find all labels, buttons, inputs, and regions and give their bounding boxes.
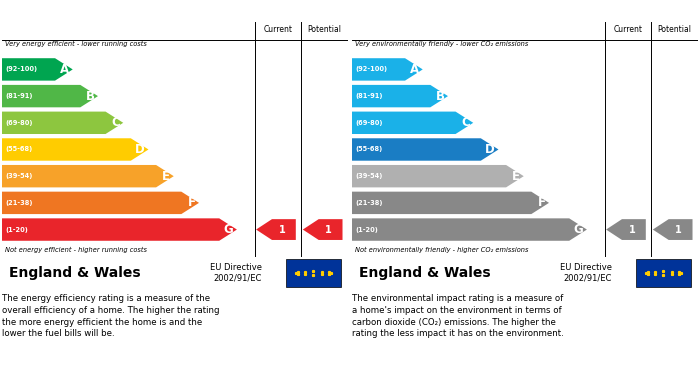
Text: EU Directive
2002/91/EC: EU Directive 2002/91/EC [559,263,612,283]
Text: England & Wales: England & Wales [359,266,491,280]
Polygon shape [256,219,296,240]
Polygon shape [2,138,148,161]
Text: (55-68): (55-68) [6,147,33,152]
Text: Energy Efficiency Rating: Energy Efficiency Rating [7,5,169,18]
Polygon shape [352,138,498,161]
Text: B: B [435,90,444,102]
Text: A: A [410,63,419,76]
Polygon shape [352,165,524,187]
Polygon shape [2,192,199,214]
Text: (21-38): (21-38) [356,200,383,206]
Text: Very environmentally friendly - lower CO₂ emissions: Very environmentally friendly - lower CO… [356,41,528,47]
Polygon shape [2,58,73,81]
Text: (55-68): (55-68) [356,147,383,152]
Bar [286,259,341,287]
Text: Not environmentally friendly - higher CO₂ emissions: Not environmentally friendly - higher CO… [356,248,529,253]
Text: Environmental Impact (CO₂) Rating: Environmental Impact (CO₂) Rating [357,5,589,18]
Text: England & Wales: England & Wales [9,266,141,280]
Text: (92-100): (92-100) [356,66,388,72]
Text: 1: 1 [279,224,286,235]
Polygon shape [352,58,423,81]
Polygon shape [2,165,174,187]
Text: E: E [512,170,520,183]
Text: F: F [188,196,195,209]
Text: Not energy efficient - higher running costs: Not energy efficient - higher running co… [6,248,148,253]
Polygon shape [303,219,342,240]
Text: (39-54): (39-54) [6,173,33,179]
Text: (81-91): (81-91) [6,93,33,99]
Text: G: G [224,223,233,236]
Text: Potential: Potential [657,25,692,34]
Polygon shape [352,218,587,241]
Polygon shape [606,219,646,240]
Text: E: E [162,170,170,183]
Text: A: A [60,63,69,76]
Polygon shape [352,111,473,134]
Polygon shape [2,111,123,134]
Polygon shape [352,85,448,107]
Text: The energy efficiency rating is a measure of the
overall efficiency of a home. T: The energy efficiency rating is a measur… [2,294,220,338]
Text: The environmental impact rating is a measure of
a home's impact on the environme: The environmental impact rating is a mea… [352,294,564,338]
Text: D: D [485,143,495,156]
Text: B: B [85,90,94,102]
Text: 1: 1 [629,224,636,235]
Text: (39-54): (39-54) [356,173,383,179]
Polygon shape [2,85,98,107]
Text: (92-100): (92-100) [6,66,38,72]
Text: G: G [574,223,583,236]
Text: (69-80): (69-80) [6,120,33,126]
Text: 1: 1 [326,224,332,235]
Text: C: C [111,116,120,129]
Polygon shape [653,219,692,240]
Text: D: D [135,143,145,156]
Bar [636,259,691,287]
Text: (69-80): (69-80) [356,120,383,126]
Text: 1: 1 [676,224,682,235]
Text: (1-20): (1-20) [6,226,28,233]
Text: Current: Current [263,25,293,34]
Text: (21-38): (21-38) [6,200,33,206]
Text: F: F [538,196,545,209]
Text: EU Directive
2002/91/EC: EU Directive 2002/91/EC [209,263,262,283]
Polygon shape [2,218,237,241]
Text: (81-91): (81-91) [356,93,383,99]
Text: Very energy efficient - lower running costs: Very energy efficient - lower running co… [6,41,147,47]
Text: Potential: Potential [307,25,342,34]
Text: C: C [461,116,470,129]
Polygon shape [352,192,549,214]
Text: Current: Current [613,25,643,34]
Text: (1-20): (1-20) [356,226,378,233]
